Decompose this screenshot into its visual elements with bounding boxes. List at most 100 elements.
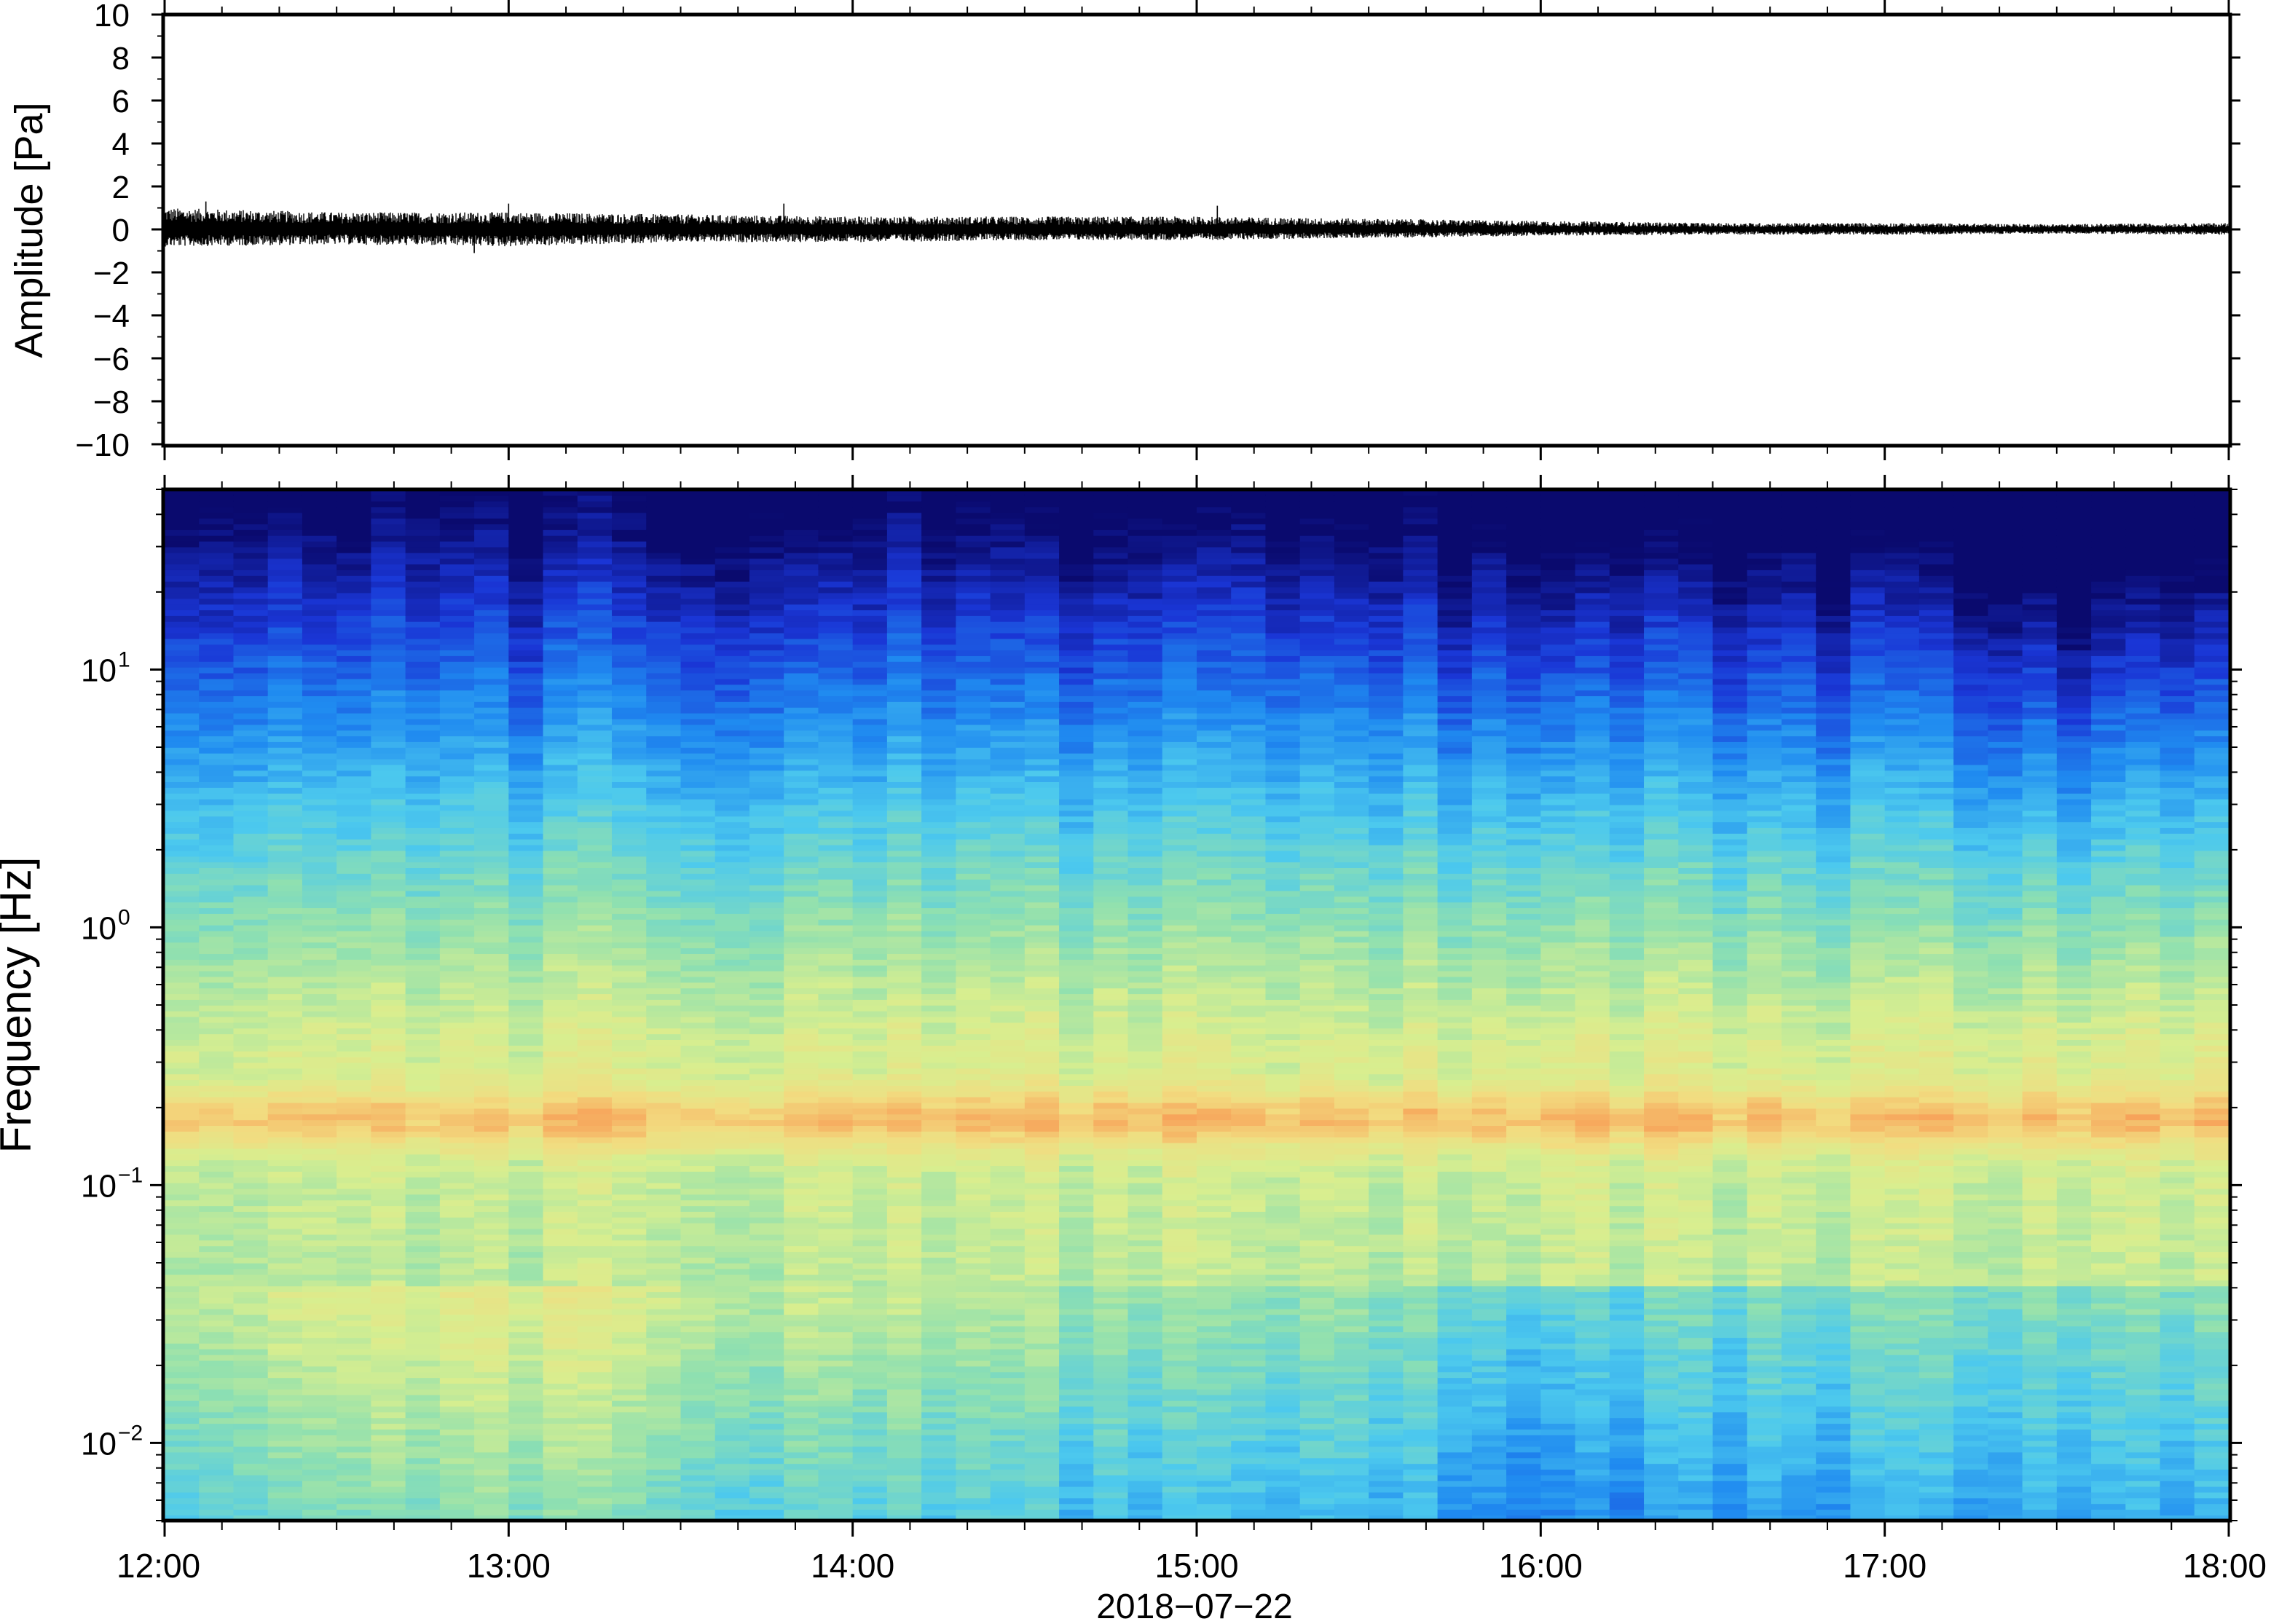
spectrogram-cell	[956, 787, 991, 794]
spectrogram-cell	[990, 741, 1026, 748]
spectrogram-cell	[336, 1314, 372, 1321]
spectrogram-cell	[784, 730, 819, 737]
spectrogram-cell	[439, 878, 475, 886]
spectrogram-cell	[680, 993, 716, 1000]
spectrogram-cell	[405, 970, 441, 977]
spectrogram-cell	[233, 964, 269, 971]
spectrogram-cell	[818, 1377, 854, 1384]
spectrogram-cell	[199, 1005, 235, 1012]
spectrogram-cell	[749, 644, 784, 651]
spectrogram-cell	[1059, 512, 1095, 519]
spectrogram-cell	[439, 632, 475, 639]
spectrogram-cell	[508, 1303, 544, 1309]
spectrogram-cell	[267, 1073, 303, 1081]
spectrogram-cell	[336, 1491, 372, 1499]
spectrogram-cell	[749, 655, 784, 662]
spectrogram-cell	[508, 890, 544, 897]
spectrogram-cell	[336, 1417, 372, 1424]
spectrogram-cell	[405, 638, 441, 645]
spectrogram-cell	[921, 781, 957, 788]
spectrogram-cell	[646, 913, 682, 920]
spectrogram-cell	[233, 913, 269, 920]
spectrogram-cell	[371, 1343, 406, 1349]
spectrogram-cell	[439, 512, 475, 519]
spectrogram-cell	[1024, 844, 1060, 851]
spectrogram-cell	[233, 1068, 269, 1075]
spectrogram-cell	[302, 1314, 337, 1321]
spectrogram-cell	[233, 959, 269, 966]
spectrogram-cell	[1024, 816, 1060, 823]
spectrogram-cell	[784, 695, 819, 702]
spectrogram-cell	[680, 862, 716, 868]
spectrogram-cell	[336, 907, 372, 914]
spectrogram-cell	[233, 1509, 269, 1515]
spectrogram-cell	[336, 1325, 372, 1333]
spectrogram-cell	[1059, 1503, 1095, 1510]
spectrogram-cell	[852, 810, 888, 817]
spectrogram-cell	[990, 747, 1026, 754]
spectrogram-cell	[233, 678, 269, 685]
spectrogram-cell	[474, 1016, 510, 1023]
spectrogram-cell	[646, 535, 682, 542]
spectrogram-cell	[852, 1263, 888, 1269]
spectrogram-cell	[818, 924, 854, 931]
spectrogram-cell	[474, 552, 510, 559]
spectrogram-cell	[646, 862, 682, 868]
spectrogram-cell	[956, 752, 991, 760]
spectrogram-cell	[371, 804, 406, 811]
spectrogram-cell	[233, 500, 269, 508]
spectrogram-cell	[371, 1349, 406, 1355]
spectrogram-cell	[508, 1119, 544, 1126]
spectrogram-cell	[474, 1268, 510, 1275]
spectrogram-cell	[818, 976, 854, 983]
spectrogram-cell	[267, 913, 303, 920]
spectrogram-cell	[715, 1268, 750, 1275]
spectrogram-cell	[749, 896, 784, 903]
spectrogram-cell	[715, 546, 750, 553]
spectrogram-cell	[886, 1251, 922, 1258]
spectrogram-cell	[818, 896, 854, 903]
spectrogram-cell	[818, 1245, 854, 1253]
spectrogram-cell	[990, 655, 1026, 662]
spectrogram-cell	[165, 1016, 200, 1023]
spectrogram-cell	[371, 695, 406, 702]
spectrogram-cell	[990, 1085, 1026, 1092]
spectrogram-cell	[577, 1486, 613, 1493]
spectrogram-cell	[577, 1165, 613, 1172]
spectrogram-cell	[921, 1010, 957, 1017]
spectrogram-cell	[990, 827, 1026, 834]
spectrogram-cell	[165, 644, 200, 651]
spectrogram-cell	[267, 1303, 303, 1309]
spectrogram-cell	[646, 615, 682, 622]
spectrogram-cell	[336, 1010, 372, 1017]
spectrogram-cell	[749, 1349, 784, 1355]
spectrogram-cell	[749, 1451, 784, 1459]
spectrogram-cell	[302, 494, 337, 502]
spectrogram-cell	[956, 620, 991, 628]
spectrogram-cell	[956, 666, 991, 674]
spectrogram-cell	[1059, 718, 1095, 725]
spectrogram-cell	[646, 644, 682, 651]
spectrogram-cell	[165, 1469, 200, 1475]
spectrogram-cell	[921, 1337, 957, 1344]
spectrogram-cell	[784, 1377, 819, 1384]
spectrogram-cell	[749, 1022, 784, 1029]
spectrogram-cell	[199, 552, 235, 559]
spectrogram-cell	[577, 1228, 613, 1235]
spectrogram-cell	[199, 1125, 235, 1132]
spectrogram-cell	[1059, 810, 1095, 817]
spectrogram-cell	[336, 1337, 372, 1344]
spectrogram-cell	[818, 564, 854, 570]
spectrogram-cell	[680, 804, 716, 811]
spectrogram-cell	[646, 540, 682, 548]
spectrogram-cell	[508, 1325, 544, 1333]
spectrogram-cell	[199, 1245, 235, 1253]
spectrogram-cell	[886, 1142, 922, 1149]
spectrogram-cell	[956, 993, 991, 1000]
spectrogram-cell	[508, 827, 544, 834]
spectrogram-cell	[543, 1194, 578, 1201]
spectrogram-cell	[921, 1194, 957, 1201]
spectrogram-cell	[165, 907, 200, 914]
spectrogram-cell	[749, 1217, 784, 1223]
spectrogram-cell	[474, 1337, 510, 1344]
